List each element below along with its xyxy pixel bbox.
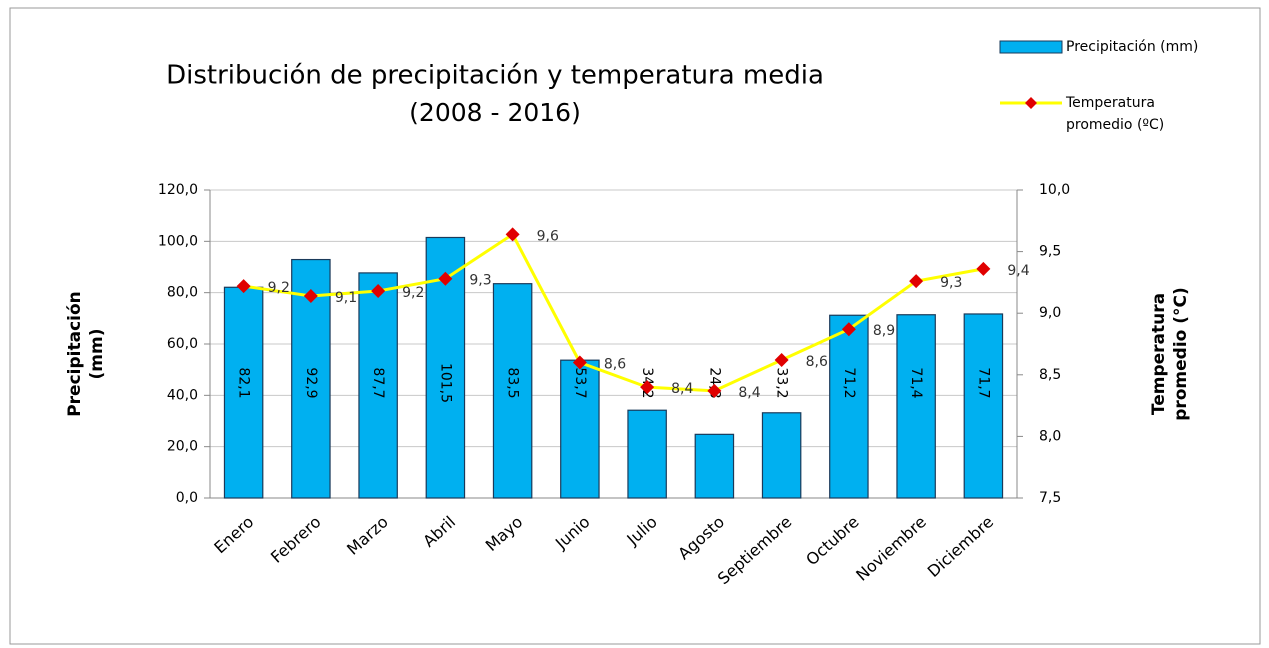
bar-value-label: 87,7 — [370, 367, 386, 398]
legend-key — [999, 40, 1063, 54]
x-tick-label: Abril — [419, 512, 459, 551]
y-axis-title: Precipitación (mm) — [65, 291, 107, 417]
legend-label: Precipitación (mm) — [1066, 39, 1199, 55]
line-value-label: 8,6 — [806, 354, 828, 370]
bar — [829, 314, 869, 499]
marker — [909, 274, 924, 289]
line-value-label: 9,2 — [268, 280, 290, 296]
line-value-label: 9,3 — [469, 273, 491, 289]
y2-tick-label: 9,0 — [1039, 305, 1061, 321]
y-tick-label: 60,0 — [167, 336, 198, 352]
y2-axis-title: Temperatura promedio (°C) — [1149, 287, 1191, 421]
x-tick-label: Marzo — [343, 512, 392, 558]
y2-tick-label: 8,0 — [1039, 428, 1061, 444]
bar-value-label: 53,7 — [572, 367, 588, 398]
bar-value-label: 71,2 — [841, 367, 857, 398]
x-tick-label: Agosto — [674, 512, 728, 563]
line-value-label: 9,6 — [537, 228, 559, 244]
bar — [761, 412, 802, 499]
line-value-label: 8,6 — [604, 356, 626, 372]
line-value-label: 8,9 — [873, 323, 895, 339]
bar — [560, 359, 600, 499]
x-tick-label: Septiembre — [714, 512, 795, 588]
bar-value-label: 92,9 — [303, 367, 319, 398]
x-tick-label: Octubre — [802, 512, 862, 569]
y2-tick-label: 7,5 — [1039, 490, 1061, 506]
frame — [9, 7, 1261, 645]
legend-label: Temperatura promedio (ºC) — [1066, 95, 1165, 133]
x-tick-label: Febrero — [267, 512, 325, 567]
x-tick-label: Junio — [551, 512, 594, 553]
x-tick-label: Mayo — [482, 512, 527, 555]
marker — [707, 383, 722, 398]
y-tick-label: 20,0 — [167, 439, 198, 455]
x-tick-label: Noviembre — [852, 512, 930, 585]
marker — [640, 380, 655, 395]
legend-key — [1025, 97, 1037, 109]
bar-value-label: 71,7 — [975, 367, 991, 398]
line-value-label: 9,1 — [335, 290, 357, 306]
y2-tick-label: 8,5 — [1039, 367, 1061, 383]
marker — [572, 355, 587, 370]
bar — [627, 409, 667, 499]
y-tick-label: 100,0 — [158, 233, 198, 249]
marker — [438, 271, 453, 286]
x-tick-label: Julio — [622, 512, 660, 549]
marker — [236, 279, 251, 294]
line-value-label: 8,4 — [671, 381, 693, 397]
bar-value-label: 33,2 — [774, 367, 790, 398]
marker — [976, 261, 991, 276]
x-tick-label: Enero — [210, 512, 257, 557]
y-tick-label: 120,0 — [158, 182, 198, 198]
line-value-label: 9,4 — [1007, 263, 1029, 279]
chart-subtitle: (2008 - 2016) — [409, 98, 581, 127]
marker — [774, 353, 789, 368]
line-value-label: 9,3 — [940, 275, 962, 291]
y-tick-label: 0,0 — [176, 490, 198, 506]
y2-tick-label: 9,5 — [1039, 244, 1061, 260]
bar-value-label: 71,4 — [908, 367, 924, 398]
temperature-line — [243, 232, 984, 393]
bar — [358, 272, 398, 499]
marker — [303, 288, 318, 303]
bar-value-label: 83,5 — [505, 367, 521, 398]
line-value-label: 9,2 — [402, 285, 424, 301]
line-value-label: 8,4 — [738, 385, 760, 401]
marker — [371, 284, 386, 299]
bar — [492, 283, 533, 499]
marker — [505, 227, 520, 242]
bar — [963, 313, 1004, 499]
bar — [694, 433, 735, 499]
x-tick-label: Diciembre — [924, 512, 997, 581]
y-tick-label: 40,0 — [167, 387, 198, 403]
marker — [841, 322, 856, 337]
bar-value-label: 101,5 — [437, 363, 453, 403]
chart-title: Distribución de precipitación y temperat… — [166, 61, 824, 91]
bar-value-label: 82,1 — [236, 367, 252, 398]
bar — [896, 314, 936, 499]
y-tick-label: 80,0 — [167, 285, 198, 301]
y2-tick-label: 10,0 — [1039, 182, 1070, 198]
